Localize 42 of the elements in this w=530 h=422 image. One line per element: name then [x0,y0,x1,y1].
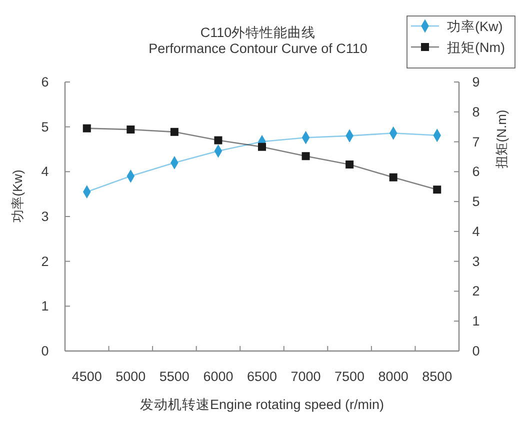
x-tick-label: 8500 [422,369,452,384]
y2-tick-label: 2 [472,284,480,299]
y2-axis-title: 扭矩(N.m) [494,110,509,168]
chart-title: C110外特性能曲线 [200,25,316,40]
y-tick-label: 6 [41,74,49,90]
point [82,124,91,132]
x-axis-title: 发动机转速Engine rotating speed (r/min) [140,397,384,412]
x-tick-label: 6500 [246,369,278,384]
y2-tick-label: 8 [472,104,480,120]
point [126,126,135,134]
y2-tick-label: 9 [472,74,480,90]
x-tick-label: 4500 [72,369,102,384]
legend-label: 扭矩(Nm) [447,40,505,55]
point [302,152,310,160]
y-tick-label: 3 [41,209,49,224]
legend-label: 功率(Kw) [447,19,503,34]
point [170,128,178,136]
point [433,186,442,194]
point [258,142,266,151]
y2-tick-label: 0 [472,344,480,358]
y-axis-title: 功率(Kw) [10,170,25,222]
y2-tick-label: 1 [472,314,480,329]
point [214,136,222,144]
x-tick-label: 7000 [290,369,321,384]
x-tick-label: 5000 [116,369,146,384]
point [389,173,398,182]
y-tick-label: 2 [41,254,49,269]
x-tick-label: 5500 [159,369,190,384]
y2-tick-label: 4 [472,224,480,239]
x-tick-label: 7500 [334,369,365,384]
chart-subtitle: Performance Contour Curve of C110 [148,41,368,56]
y-tick-label: 0 [41,344,49,358]
point [346,160,354,168]
y-tick-label: 4 [41,164,50,180]
x-tick-label: 8000 [378,369,408,384]
y2-tick-label: 6 [472,164,480,180]
x-tick-label: 6000 [203,369,234,384]
y-tick-label: 1 [41,298,49,314]
y2-tick-label: 5 [472,194,480,210]
y-tick-label: 5 [41,119,49,134]
y2-tick-label: 7 [472,134,480,150]
y2-tick-label: 3 [472,254,480,269]
